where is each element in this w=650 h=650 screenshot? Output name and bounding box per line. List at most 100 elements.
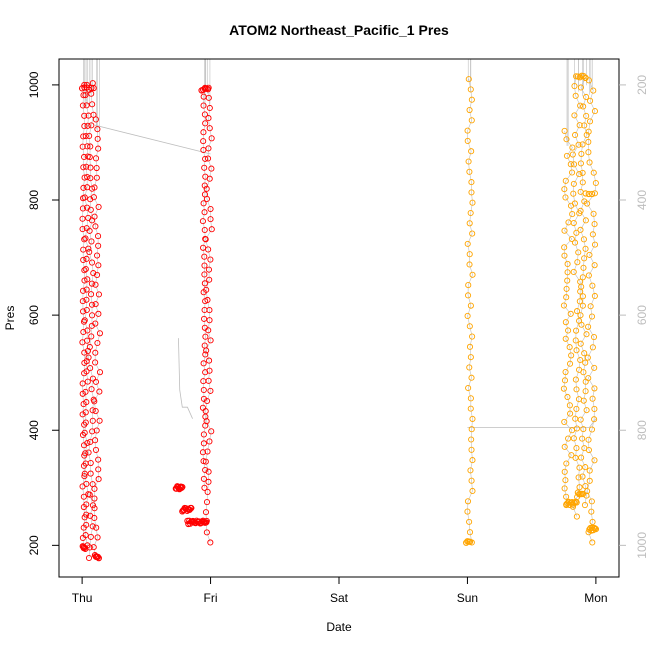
data-point <box>82 545 89 552</box>
data-point <box>468 477 475 484</box>
data-point <box>576 122 583 129</box>
data-point <box>567 410 574 417</box>
data-point <box>200 200 207 207</box>
data-point <box>203 529 210 536</box>
data-point <box>576 464 583 471</box>
y-axis-left: 200 400 600 800 1000 <box>27 71 59 555</box>
data-point <box>567 161 574 168</box>
x-tick-label: Thu <box>72 591 93 605</box>
data-point <box>91 213 98 220</box>
data-point <box>95 456 102 463</box>
data-point <box>86 343 93 351</box>
data-point <box>91 495 98 502</box>
data-point <box>580 397 587 404</box>
data-point <box>92 437 99 444</box>
data-point <box>467 354 474 361</box>
data-point <box>564 393 571 401</box>
profile-trace <box>205 87 213 543</box>
data-point <box>573 405 580 412</box>
data-point <box>206 125 213 132</box>
data-point <box>201 182 208 189</box>
data-point <box>81 544 88 551</box>
data-point <box>204 488 211 495</box>
data-point <box>573 327 580 334</box>
x-tick-label: Sun <box>457 591 478 605</box>
data-point <box>90 270 97 277</box>
data-point <box>589 282 596 289</box>
data-point <box>588 508 595 515</box>
data-point <box>95 291 102 298</box>
data-point <box>565 327 572 334</box>
data-point <box>83 296 90 303</box>
data-point <box>561 227 568 234</box>
data-point <box>87 533 94 540</box>
data-point <box>589 395 596 402</box>
data-point <box>569 144 576 151</box>
data-point <box>87 291 95 298</box>
profile-trace <box>580 77 588 506</box>
data-point <box>205 478 212 485</box>
data-point <box>90 111 97 118</box>
data-point <box>202 155 209 162</box>
data-point <box>94 339 101 347</box>
data-point <box>80 287 87 294</box>
y2-tick-label: 800 <box>635 420 649 440</box>
data-point <box>89 502 97 509</box>
data-point <box>591 416 598 423</box>
data-point <box>92 155 100 162</box>
chart-title: ATOM2 Northeast_Pacific_1 Pres <box>229 22 449 38</box>
data-point <box>571 239 579 246</box>
data-point <box>571 161 578 168</box>
data-point <box>89 428 96 435</box>
data-point <box>591 385 598 392</box>
data-point <box>84 439 91 447</box>
data-point <box>566 344 573 351</box>
data-point <box>206 438 213 445</box>
data-point <box>563 285 570 292</box>
data-point <box>465 282 472 289</box>
data-point <box>561 443 568 450</box>
data-point <box>206 367 213 374</box>
data-point <box>202 333 209 340</box>
data-point <box>201 484 208 491</box>
data-point <box>202 422 209 429</box>
data-point <box>466 251 473 258</box>
data-point <box>466 220 473 227</box>
data-point <box>560 385 567 392</box>
data-point <box>83 358 90 365</box>
data-point <box>92 359 99 366</box>
data-point <box>561 127 568 134</box>
data-point <box>83 102 90 109</box>
y-axis-right: 200 400 600 800 1000 <box>619 75 649 559</box>
data-point <box>579 274 586 281</box>
data-point <box>206 276 213 283</box>
data-point <box>202 408 209 415</box>
data-point <box>561 418 568 425</box>
data-point <box>83 163 90 170</box>
data-point <box>84 378 91 385</box>
profile-trace <box>586 80 597 543</box>
data-point <box>83 306 90 314</box>
data-point <box>92 349 99 356</box>
data-point <box>94 553 102 561</box>
data-point <box>80 493 87 500</box>
data-point <box>201 262 208 269</box>
data-point <box>468 426 475 433</box>
data-point <box>588 313 596 320</box>
data-point <box>82 450 89 457</box>
data-point <box>81 112 88 119</box>
data-point <box>582 359 589 366</box>
data-point <box>188 504 195 512</box>
data-point <box>208 165 215 172</box>
data-point <box>80 256 87 263</box>
data-point <box>580 236 587 243</box>
data-point <box>467 302 474 309</box>
data-point <box>87 459 94 467</box>
data-point <box>573 229 580 236</box>
data-point <box>568 452 575 459</box>
data-point <box>584 354 591 361</box>
data-point <box>564 260 571 268</box>
data-point <box>562 177 569 184</box>
data-point <box>467 86 474 93</box>
data-point <box>85 354 92 361</box>
